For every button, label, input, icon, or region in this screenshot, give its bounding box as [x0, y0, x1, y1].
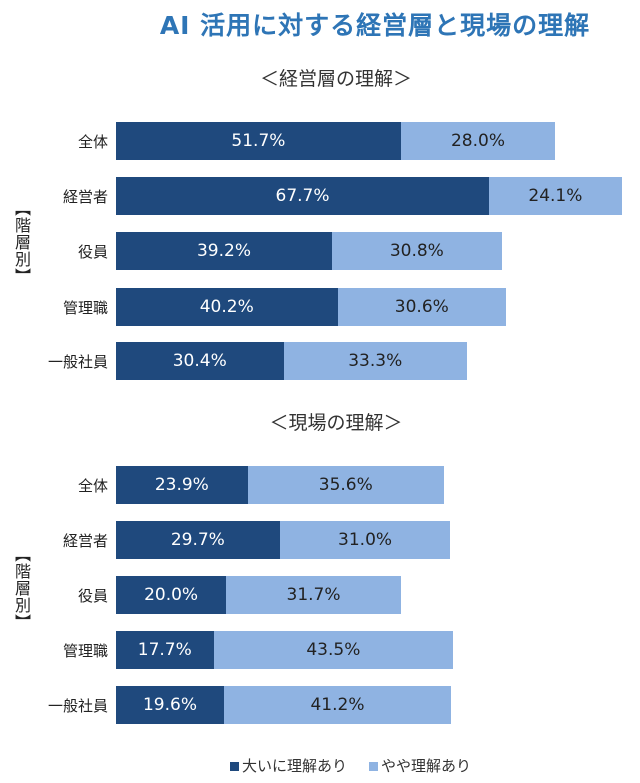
- data-label: 35.6%: [318, 475, 373, 495]
- data-label: 30.6%: [394, 297, 449, 317]
- bar-strong-understanding: 51.7%: [116, 122, 401, 160]
- bar-strong-understanding: 30.4%: [116, 342, 284, 380]
- chart-subtitle: ＜経営層の理解＞: [259, 68, 412, 90]
- bar-some-understanding: 31.0%: [279, 521, 451, 559]
- bar-some-understanding: 30.6%: [337, 288, 507, 326]
- bar-some-understanding: 43.5%: [213, 631, 454, 669]
- data-label: 23.9%: [154, 475, 209, 495]
- category-label: 経営者: [62, 188, 108, 206]
- bar-strong-understanding: 23.9%: [116, 466, 248, 504]
- group-label: 【階層別】: [12, 546, 31, 631]
- data-label: 67.7%: [275, 186, 330, 206]
- data-label: 43.5%: [306, 640, 361, 660]
- legend-item-strong: 大いに理解あり: [230, 755, 347, 776]
- bar-some-understanding: 30.8%: [331, 232, 502, 270]
- bar-some-understanding: 31.7%: [226, 576, 401, 614]
- legend-item-some: やや理解あり: [369, 755, 471, 776]
- data-label: 31.7%: [286, 585, 341, 605]
- data-label: 40.2%: [199, 297, 254, 317]
- data-label: 29.7%: [170, 530, 225, 550]
- data-label: 20.0%: [144, 585, 199, 605]
- bar-some-understanding: 41.2%: [223, 686, 451, 724]
- legend-swatch-light: [369, 762, 379, 771]
- data-label: 51.7%: [231, 131, 286, 151]
- bar-strong-understanding: 17.7%: [116, 631, 214, 669]
- bar-strong-understanding: 29.7%: [116, 521, 280, 559]
- chart-title: AI 活用に対する経営層と現場の理解: [159, 11, 591, 40]
- bar-some-understanding: 35.6%: [247, 466, 444, 504]
- data-label: 41.2%: [310, 695, 365, 715]
- data-label: 17.7%: [137, 640, 192, 660]
- category-label: 役員: [77, 587, 108, 605]
- data-label: 19.6%: [142, 695, 197, 715]
- category-label: 全体: [77, 133, 108, 151]
- bar-some-understanding: 24.1%: [489, 177, 622, 215]
- data-label: 31.0%: [338, 530, 393, 550]
- group-label: 【階層別】: [12, 200, 31, 285]
- chart-subtitle: ＜現場の理解＞: [269, 412, 403, 434]
- legend-label: 大いに理解あり: [242, 757, 348, 775]
- data-label: 30.4%: [172, 351, 227, 371]
- legend: 大いに理解あり やや理解あり: [230, 755, 471, 776]
- bar-strong-understanding: 40.2%: [116, 288, 338, 326]
- category-label: 管理職: [62, 299, 108, 317]
- category-label: 一般社員: [47, 697, 108, 715]
- data-label: 39.2%: [196, 241, 251, 261]
- bar-strong-understanding: 67.7%: [116, 177, 490, 215]
- bar-some-understanding: 33.3%: [283, 342, 467, 380]
- category-label: 経営者: [62, 532, 108, 550]
- data-label: 30.8%: [389, 241, 444, 261]
- category-label: 役員: [77, 243, 108, 261]
- legend-swatch-dark: [230, 762, 239, 771]
- bar-strong-understanding: 39.2%: [116, 232, 332, 270]
- category-label: 管理職: [62, 642, 108, 660]
- data-label: 28.0%: [450, 131, 505, 151]
- bar-strong-understanding: 20.0%: [116, 576, 227, 614]
- bar-some-understanding: 28.0%: [400, 122, 556, 160]
- data-label: 33.3%: [348, 351, 403, 371]
- bar-strong-understanding: 19.6%: [116, 686, 224, 724]
- category-label: 一般社員: [47, 353, 108, 371]
- data-label: 24.1%: [528, 186, 583, 206]
- category-label: 全体: [77, 477, 108, 495]
- legend-label: やや理解あり: [381, 757, 472, 775]
